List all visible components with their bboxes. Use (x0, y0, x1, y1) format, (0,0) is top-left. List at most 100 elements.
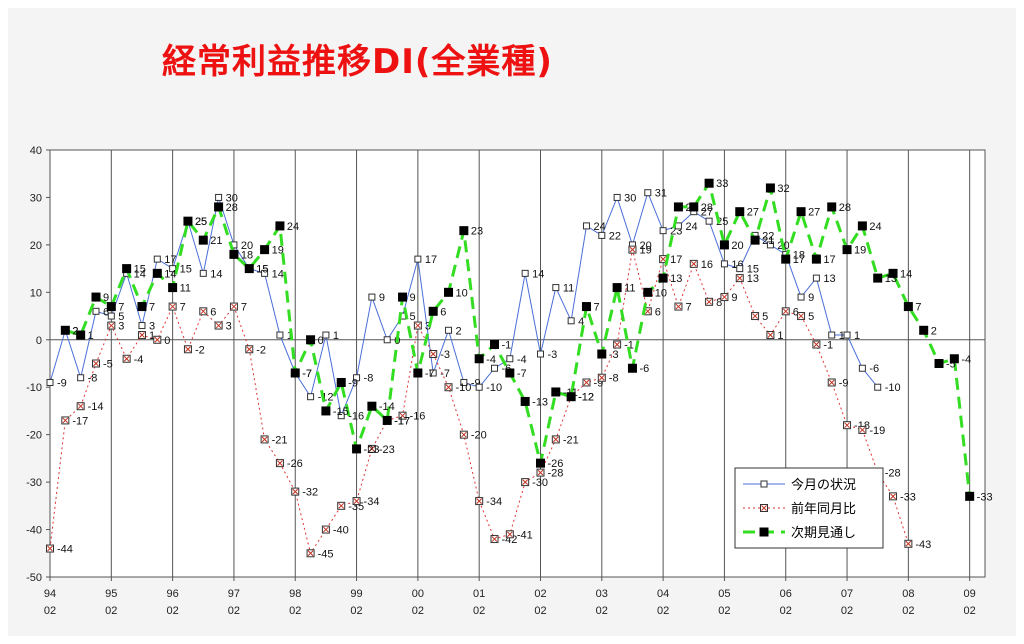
data-label: -16 (410, 411, 426, 423)
data-point-outlook (106, 302, 116, 312)
data-point-yoy-cross (338, 502, 345, 509)
data-point-current (843, 331, 851, 339)
data-label: 9 (808, 292, 814, 304)
data-label: 19 (272, 245, 284, 257)
data-point-current (353, 374, 361, 382)
data-point-outlook (796, 207, 806, 217)
data-label: -30 (532, 477, 548, 489)
data-label: 11 (180, 283, 191, 295)
data-point-outlook (673, 202, 683, 212)
data-label: -41 (517, 529, 533, 541)
data-point-yoy-cross (660, 256, 666, 262)
data-label: 28 (226, 202, 238, 214)
data-label: 7 (118, 302, 124, 314)
x-tick-label-year: 01 (473, 588, 485, 600)
data-point-outlook (520, 396, 530, 406)
data-label: -2 (195, 344, 205, 356)
data-point-current (337, 412, 345, 420)
data-label: 13 (747, 273, 759, 285)
data-point-outlook (765, 183, 775, 193)
x-tick-label-year: 96 (166, 588, 178, 600)
data-point-current (199, 269, 207, 277)
data-label: -33 (977, 491, 993, 503)
data-point-yoy-cross (905, 540, 912, 547)
data-label: 1 (88, 330, 94, 342)
data-label: -16 (348, 411, 364, 423)
data-point-yoy-cross (476, 498, 483, 504)
data-label: 20 (639, 240, 651, 252)
data-point-outlook (367, 401, 377, 411)
data-point-yoy-cross (859, 427, 866, 433)
data-label: -6 (639, 363, 649, 375)
data-point-outlook (490, 340, 500, 350)
data-label: -14 (88, 401, 104, 413)
data-point-yoy-cross (77, 403, 84, 410)
data-label: -40 (333, 525, 349, 537)
data-label: 14 (210, 268, 222, 280)
data-point-outlook (352, 444, 362, 454)
data-point-current (368, 293, 376, 301)
data-point-yoy-cross (215, 322, 222, 329)
data-point-current (812, 274, 820, 282)
data-label: 28 (839, 202, 851, 214)
data-point-yoy-cross (369, 446, 375, 452)
data-point-outlook (842, 245, 852, 255)
data-label: 0 (318, 335, 324, 347)
data-point-yoy-cross (844, 422, 850, 429)
data-label: 24 (685, 221, 697, 233)
data-label: -17 (394, 415, 410, 427)
data-label: 7 (180, 302, 186, 314)
data-label: -7 (517, 368, 527, 380)
y-tick-label: 0 (36, 335, 42, 347)
data-label: -4 (134, 354, 144, 366)
data-point-outlook (535, 458, 545, 468)
data-label: -10 (486, 382, 502, 394)
data-point-current (215, 193, 223, 201)
x-tick-label-year: 94 (44, 588, 56, 600)
data-label: 2 (931, 325, 937, 337)
x-tick-label-year: 05 (718, 588, 730, 600)
chart-title: 経常利益推移DI(全業種) (162, 42, 553, 82)
data-point-current (613, 193, 621, 201)
data-label: -12 (578, 392, 594, 404)
data-label: 3 (226, 321, 232, 333)
data-label: 13 (670, 273, 682, 285)
data-point-yoy-cross (323, 526, 329, 533)
data-point-yoy-cross (736, 275, 743, 281)
data-point-outlook (76, 330, 86, 340)
data-point-outlook (275, 221, 285, 231)
x-tick-label-year: 03 (596, 588, 608, 600)
data-point-outlook (290, 368, 300, 378)
data-point-yoy-cross (522, 479, 529, 485)
x-tick-label-month: 02 (596, 605, 608, 617)
legend-label: 前年同月比 (791, 501, 856, 517)
data-label: 14 (900, 268, 912, 280)
data-label: -34 (486, 496, 502, 508)
data-point-yoy-cross (460, 431, 467, 438)
data-point-outlook (627, 363, 637, 373)
x-tick-label-month: 02 (718, 605, 730, 617)
data-label: 24 (869, 221, 881, 233)
data-point-yoy-cross (261, 436, 268, 443)
data-point-current (828, 331, 836, 339)
data-label: 17 (164, 254, 176, 266)
data-label: 7 (593, 302, 599, 314)
legend-marker-cross (761, 505, 767, 511)
data-label: 14 (532, 268, 544, 280)
data-point-outlook (658, 273, 668, 283)
data-point-outlook (811, 254, 821, 264)
data-point-yoy-cross (644, 308, 651, 315)
data-point-yoy-cross (93, 360, 99, 367)
x-tick-label-year: 98 (289, 588, 301, 600)
x-tick-label-month: 02 (657, 605, 669, 617)
legend-label: 今月の状況 (791, 477, 856, 493)
y-tick-label: -10 (26, 382, 42, 394)
data-point-current (536, 350, 544, 358)
data-label: -10 (885, 382, 901, 394)
data-point-outlook (612, 283, 622, 293)
data-label: 17 (670, 254, 682, 266)
data-label: 13 (823, 273, 835, 285)
data-point-current (644, 189, 652, 197)
data-label: -1 (502, 340, 512, 352)
data-label: 1 (777, 330, 783, 342)
